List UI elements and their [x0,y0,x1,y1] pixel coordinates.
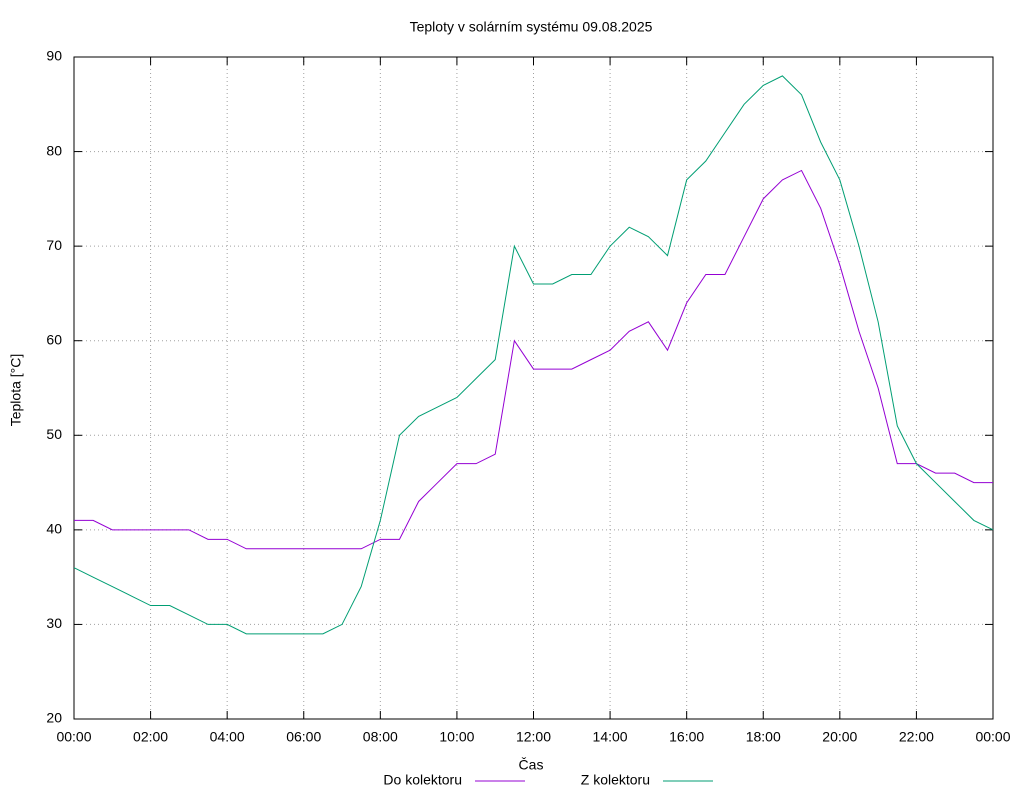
x-tick-label: 10:00 [439,729,474,745]
x-axis-label: Čas [519,757,544,773]
x-tick-label: 20:00 [822,729,857,745]
y-tick-label: 70 [46,237,62,253]
x-tick-label: 00:00 [975,729,1010,745]
x-tick-label: 12:00 [516,729,551,745]
legend-label: Z kolektoru [581,772,650,788]
x-tick-label: 14:00 [593,729,628,745]
legend-label: Do kolektoru [383,772,462,788]
x-tick-label: 04:00 [210,729,245,745]
y-tick-label: 40 [46,521,62,537]
y-tick-label: 60 [46,331,62,347]
x-tick-label: 00:00 [56,729,91,745]
plot-frame [73,56,994,720]
data-line [73,75,994,635]
x-tick-label: 16:00 [669,729,704,745]
x-tick-label: 02:00 [133,729,168,745]
chart-title: Teploty v solárním systému 09.08.2025 [410,19,653,35]
y-tick-label: 30 [46,615,62,631]
y-tick-label: 50 [46,426,62,442]
y-tick-label: 90 [46,48,62,64]
y-tick-label: 80 [46,142,62,158]
y-axis-label: Teplota [°C] [8,354,24,427]
x-tick-label: 22:00 [899,729,934,745]
data-line [74,169,993,550]
x-tick-label: 08:00 [363,729,398,745]
x-tick-label: 06:00 [286,729,321,745]
x-tick-label: 18:00 [746,729,781,745]
y-tick-label: 20 [46,710,62,726]
